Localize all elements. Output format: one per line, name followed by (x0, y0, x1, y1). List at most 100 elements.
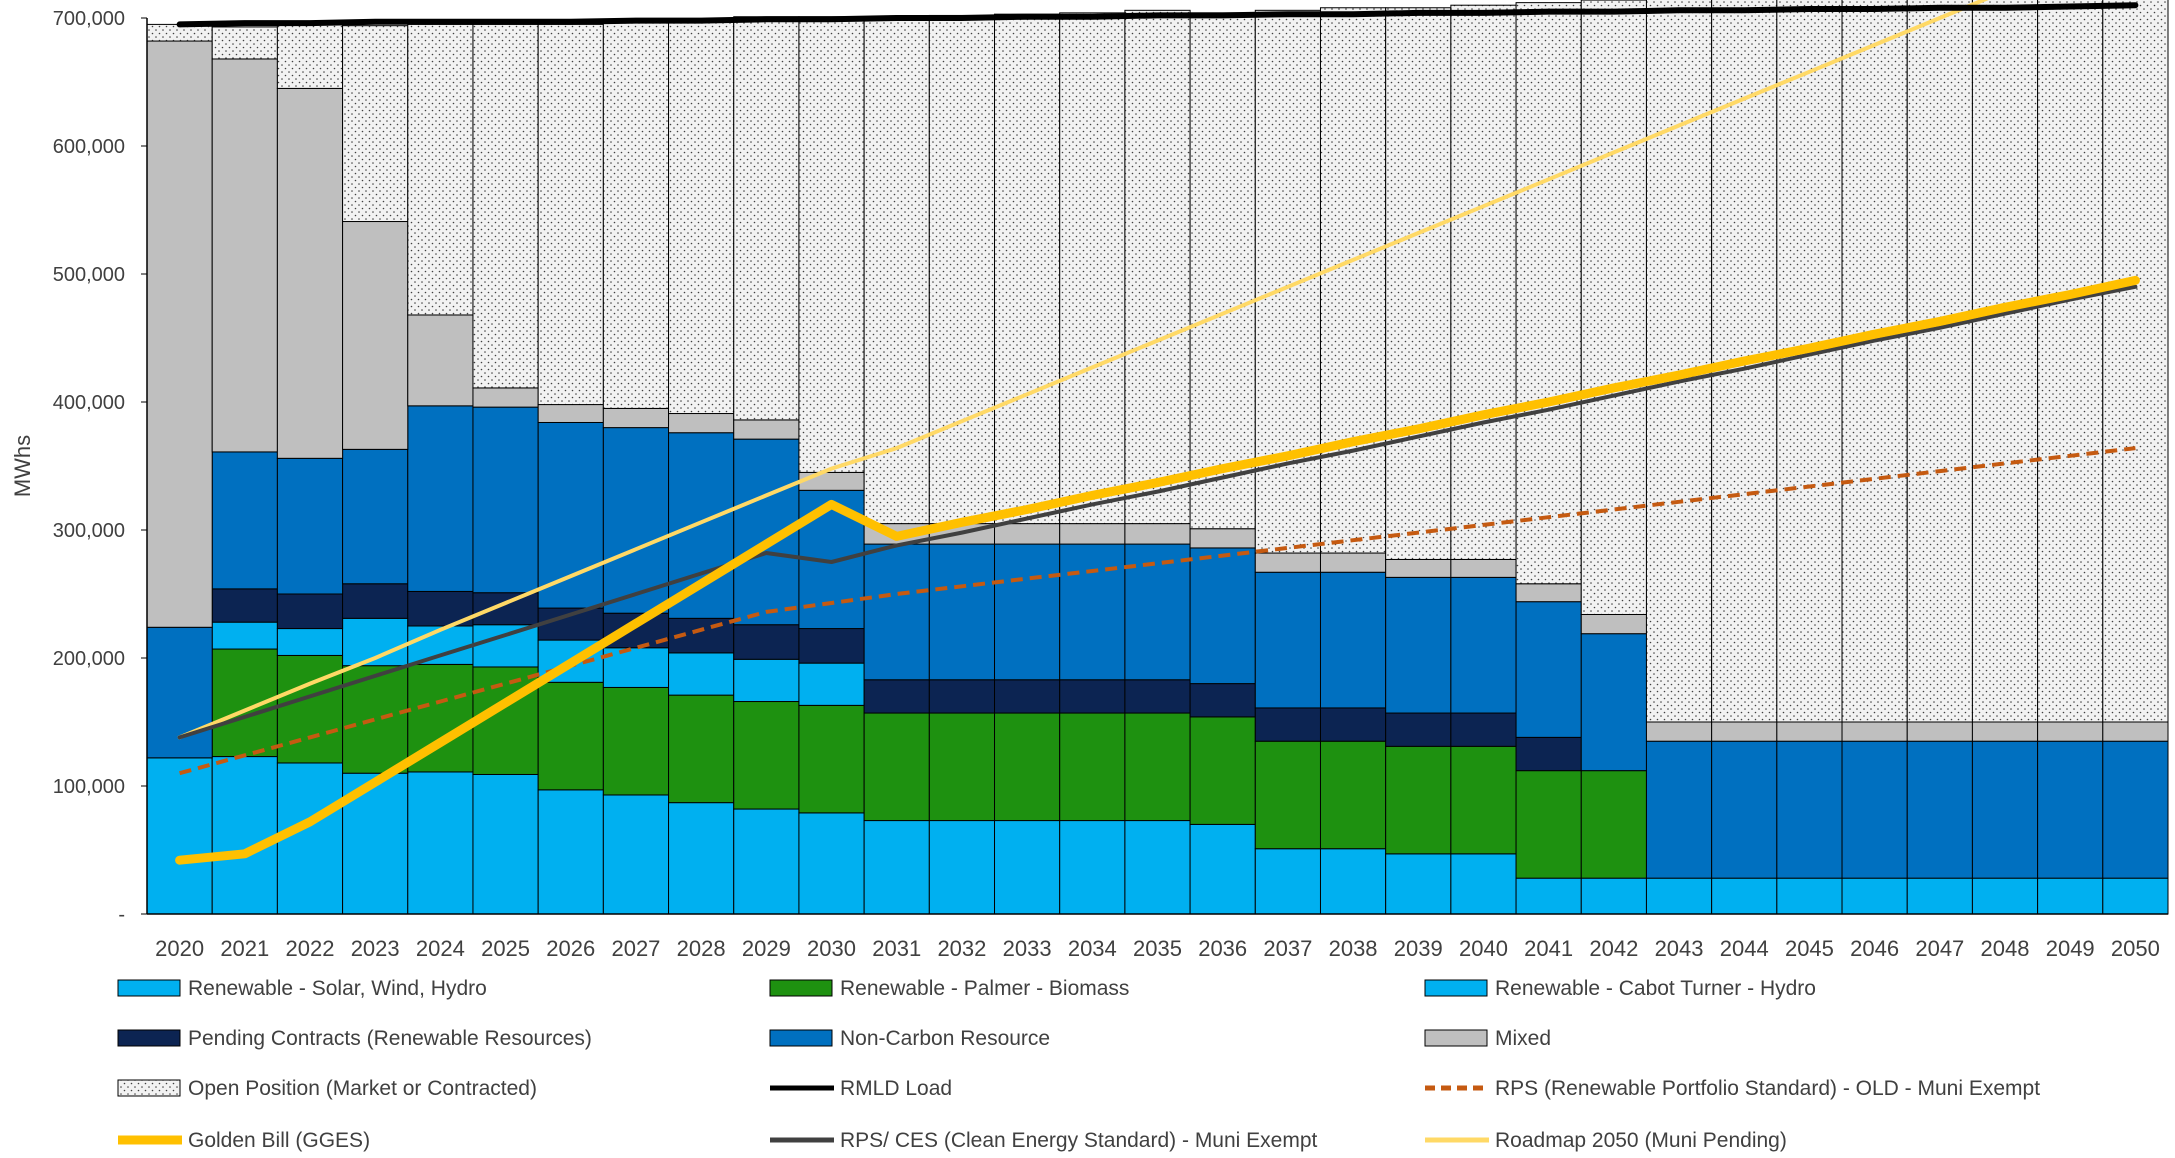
bar-series-non-carbon-resource (146, 405, 2169, 879)
x-tick-label: 2043 (1655, 936, 1704, 961)
bar-non-carbon-resource-2034 (1059, 543, 1126, 681)
bar-renewable-solar-wind-hydro-2035 (1124, 820, 1191, 915)
bar-renewable-palmer-biomass-2041 (1515, 770, 1582, 879)
legend-label: RMLD Load (840, 1077, 952, 1100)
legend-swatch (1424, 1029, 1488, 1047)
x-tick-label: 2032 (937, 936, 986, 961)
x-tick-label: 2022 (286, 936, 335, 961)
bar-mixed-2044 (1711, 721, 1778, 742)
x-tick-label: 2034 (1068, 936, 1117, 961)
x-tick-label: 2042 (1589, 936, 1638, 961)
bar-open-position-market-or-contracted-2047 (1906, 0, 1973, 723)
bar-renewable-solar-wind-hydro-2038 (1319, 848, 1387, 915)
x-tick-label: 2047 (1915, 936, 1964, 961)
legend-item-pending-contracts-renewable-resources: Pending Contracts (Renewable Resources) (117, 1027, 592, 1050)
bar-renewable-solar-wind-hydro-2047 (1906, 877, 1973, 915)
bar-renewable-solar-wind-hydro-2025 (472, 773, 539, 915)
x-tick-label: 2028 (677, 936, 726, 961)
legend-item-renewable-palmer-biomass: Renewable - Palmer - Biomass (769, 977, 1129, 1000)
legend-item-rps-renewable-portfolio-standard-old-muni-exempt: RPS (Renewable Portfolio Standard) - OLD… (1425, 1077, 2040, 1100)
bar-open-position-market-or-contracted-2027 (602, 21, 670, 409)
legend-label: Renewable - Solar, Wind, Hydro (188, 977, 487, 1000)
bar-series-mixed (146, 40, 2169, 742)
bar-mixed-2020 (146, 40, 213, 628)
x-tick-label: 2037 (1263, 936, 1312, 961)
x-tick-label: 2027 (611, 936, 660, 961)
x-tick-label: 2025 (481, 936, 530, 961)
bar-pending-contracts-renewable-resources-2036 (1189, 683, 1256, 718)
bar-non-carbon-resource-2027 (602, 427, 670, 614)
bar-pending-contracts-renewable-resources-2030 (798, 628, 865, 664)
bar-mixed-2049 (2037, 721, 2104, 742)
legend-label: Golden Bill (GGES) (188, 1129, 370, 1152)
legend-item-renewable-cabot-turner-hydro: Renewable - Cabot Turner - Hydro (1424, 977, 1816, 1000)
bar-renewable-palmer-biomass-2029 (733, 701, 800, 810)
bar-pending-contracts-renewable-resources-2039 (1385, 712, 1452, 747)
bar-mixed-2030 (798, 471, 865, 491)
bar-renewable-palmer-biomass-2031 (863, 712, 930, 822)
bar-series-renewable-solar-wind-hydro (146, 756, 2169, 915)
bar-pending-contracts-renewable-resources-2029 (733, 624, 800, 660)
bar-mixed-2033 (994, 523, 1061, 545)
bar-renewable-solar-wind-hydro-2050 (2102, 877, 2169, 915)
bar-mixed-2039 (1385, 558, 1452, 578)
legend-layer: Renewable - Solar, Wind, Hydro Renewable … (117, 977, 2040, 1152)
bar-renewable-palmer-biomass-2030 (798, 704, 865, 814)
line-rps-renewable-portfolio-standard-old-muni-exempt (179, 446, 2136, 776)
bar-renewable-solar-wind-hydro-2031 (863, 820, 930, 915)
x-tick-label: 2023 (351, 936, 400, 961)
bar-renewable-solar-wind-hydro-2046 (1841, 877, 1908, 915)
bar-renewable-solar-wind-hydro-2044 (1711, 877, 1778, 915)
bar-pending-contracts-renewable-resources-2038 (1319, 707, 1387, 742)
x-tick-label: 2029 (742, 936, 791, 961)
x-tick-label: 2038 (1329, 936, 1378, 961)
bar-non-carbon-resource-2031 (863, 543, 930, 681)
x-tick-label: 2033 (1003, 936, 1052, 961)
bar-open-position-market-or-contracted-2021 (211, 26, 278, 60)
x-tick-label: 2039 (1394, 936, 1443, 961)
bar-non-carbon-resource-2021 (211, 451, 278, 590)
bar-non-carbon-resource-2023 (342, 448, 409, 585)
bar-series-pending-contracts-renewable-resources (211, 583, 1582, 772)
x-tick-label: 2044 (1720, 936, 1769, 961)
bar-renewable-palmer-biomass-2032 (928, 712, 996, 822)
bar-open-position-market-or-contracted-2043 (1645, 0, 1713, 723)
bar-renewable-solar-wind-hydro-2049 (2037, 877, 2104, 915)
bar-open-position-market-or-contracted-2048 (1971, 0, 2039, 723)
bar-pending-contracts-renewable-resources-2040 (1450, 712, 1517, 747)
legend-swatch (117, 1079, 181, 1097)
x-tick-label: 2048 (1981, 936, 2030, 961)
x-tick-label: 2020 (155, 936, 204, 961)
legend-label: Pending Contracts (Renewable Resources) (188, 1027, 592, 1050)
bar-renewable-solar-wind-hydro-2048 (1971, 877, 2039, 915)
bar-non-carbon-resource-2041 (1515, 601, 1582, 738)
x-tick-label: 2031 (872, 936, 921, 961)
bar-renewable-palmer-biomass-2027 (602, 686, 670, 796)
bar-renewable-solar-wind-hydro-2024 (407, 771, 474, 915)
x-tick-label: 2041 (1524, 936, 1573, 961)
bar-pending-contracts-renewable-resources-2035 (1124, 679, 1191, 714)
bar-non-carbon-resource-2046 (1841, 740, 1908, 879)
bar-renewable-solar-wind-hydro-2037 (1254, 848, 1321, 915)
bar-renewable-solar-wind-hydro-2042 (1580, 877, 1647, 915)
legend-item-golden-bill-gges: Golden Bill (GGES) (118, 1129, 370, 1152)
bar-pending-contracts-renewable-resources-2022 (276, 593, 344, 630)
bar-pending-contracts-renewable-resources-2021 (211, 588, 278, 623)
y-tick-label: 700,000 (53, 8, 125, 30)
bar-renewable-solar-wind-hydro-2021 (211, 756, 278, 915)
bar-renewable-palmer-biomass-2037 (1254, 740, 1321, 850)
bar-mixed-2037 (1254, 552, 1321, 573)
bar-mixed-2036 (1189, 528, 1256, 549)
bar-open-position-market-or-contracted-2036 (1189, 12, 1256, 530)
legend-label: Open Position (Market or Contracted) (188, 1077, 537, 1100)
x-tick-label: 2046 (1850, 936, 1899, 961)
bar-non-carbon-resource-2040 (1450, 576, 1517, 714)
x-tick-label: 2049 (2046, 936, 2095, 961)
bar-open-position-market-or-contracted-2049 (2037, 0, 2104, 723)
legend-swatch (1424, 979, 1488, 997)
bar-renewable-solar-wind-hydro-2034 (1059, 820, 1126, 915)
legend-item-open-position-market-or-contracted: Open Position (Market or Contracted) (117, 1077, 537, 1100)
bar-non-carbon-resource-2050 (2102, 740, 2169, 879)
